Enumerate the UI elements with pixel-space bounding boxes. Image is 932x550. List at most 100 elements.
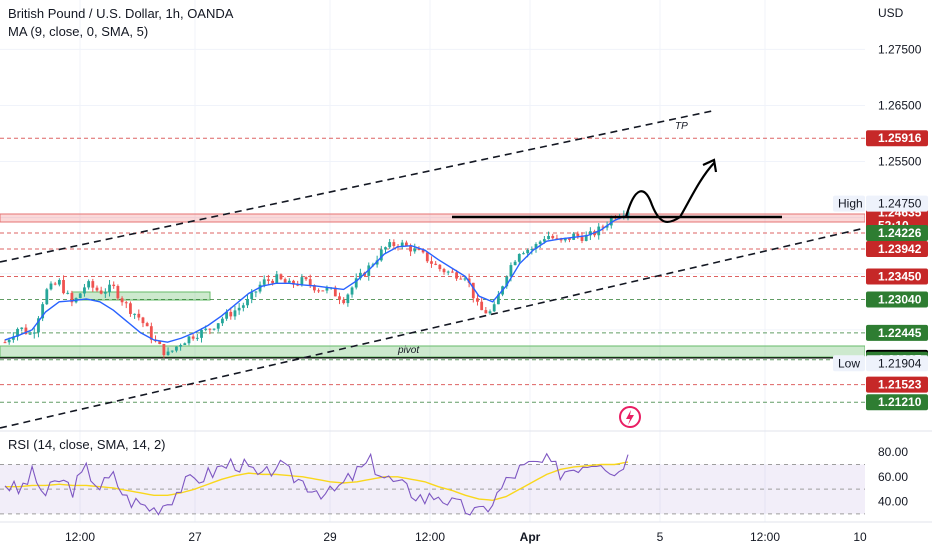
candle[interactable] bbox=[459, 275, 463, 280]
candle[interactable] bbox=[442, 267, 446, 275]
candle[interactable] bbox=[129, 301, 132, 317]
candle[interactable] bbox=[221, 316, 224, 326]
candle[interactable] bbox=[195, 334, 199, 341]
candle[interactable] bbox=[350, 286, 354, 298]
candle[interactable] bbox=[425, 252, 429, 264]
candle[interactable] bbox=[246, 294, 249, 309]
candle[interactable] bbox=[496, 290, 500, 305]
candle[interactable] bbox=[513, 259, 517, 266]
price-tag[interactable]: 1.23942 bbox=[866, 240, 928, 257]
tp-label[interactable]: TP bbox=[675, 121, 688, 132]
candle[interactable] bbox=[28, 331, 32, 335]
candle[interactable] bbox=[66, 290, 70, 295]
candle[interactable] bbox=[438, 264, 442, 272]
candle[interactable] bbox=[476, 293, 479, 306]
ma-indicator-legend[interactable]: MA (9, close, 0, SMA, 5) bbox=[8, 24, 149, 39]
candle[interactable] bbox=[296, 280, 300, 287]
low-marker[interactable]: Low 1.21904 bbox=[833, 355, 928, 372]
ma-line[interactable] bbox=[4, 214, 629, 343]
candle[interactable] bbox=[237, 302, 241, 315]
candle[interactable] bbox=[404, 240, 408, 246]
candle[interactable] bbox=[62, 275, 65, 295]
candle[interactable] bbox=[70, 290, 74, 307]
price-tag[interactable]: 1.23450 bbox=[866, 268, 928, 285]
projection-path[interactable] bbox=[624, 162, 715, 224]
rsi-sma-line[interactable] bbox=[5, 461, 629, 501]
candle[interactable] bbox=[49, 281, 53, 291]
candle[interactable] bbox=[170, 350, 174, 354]
candle[interactable] bbox=[267, 274, 270, 285]
candle[interactable] bbox=[112, 281, 116, 289]
alert-icon[interactable] bbox=[619, 406, 641, 428]
candle[interactable] bbox=[208, 328, 212, 335]
candle[interactable] bbox=[16, 327, 19, 341]
candle[interactable] bbox=[212, 328, 216, 331]
price-tag[interactable]: 1.24226 bbox=[866, 225, 928, 242]
candle[interactable] bbox=[279, 273, 283, 281]
candle[interactable] bbox=[20, 327, 24, 332]
candle[interactable] bbox=[99, 286, 103, 295]
price-tag[interactable]: 1.21210 bbox=[866, 394, 928, 411]
candle[interactable] bbox=[287, 278, 291, 283]
candle[interactable] bbox=[317, 288, 320, 294]
candle[interactable] bbox=[580, 232, 584, 244]
candle[interactable] bbox=[120, 296, 124, 306]
rsi-indicator-legend[interactable]: RSI (14, close, SMA, 14, 2) bbox=[8, 437, 166, 452]
candle[interactable] bbox=[446, 270, 450, 276]
candle[interactable] bbox=[233, 305, 237, 320]
candle[interactable] bbox=[538, 240, 542, 248]
candle[interactable] bbox=[162, 343, 166, 358]
channel-upper-trendline[interactable] bbox=[0, 110, 713, 263]
support-zone-box[interactable] bbox=[71, 291, 211, 301]
candle[interactable] bbox=[87, 279, 91, 290]
candle[interactable] bbox=[342, 297, 346, 305]
candle[interactable] bbox=[450, 269, 454, 273]
candle[interactable] bbox=[137, 309, 141, 321]
candle[interactable] bbox=[141, 316, 145, 328]
candle[interactable] bbox=[200, 328, 203, 343]
candle[interactable] bbox=[430, 256, 433, 268]
candle[interactable] bbox=[517, 253, 521, 264]
candle[interactable] bbox=[522, 251, 525, 255]
projection-arrow-icon[interactable] bbox=[702, 158, 718, 173]
candle[interactable] bbox=[145, 321, 149, 327]
candle[interactable] bbox=[338, 292, 341, 305]
candle[interactable] bbox=[254, 291, 258, 298]
candle[interactable] bbox=[379, 245, 383, 262]
candle[interactable] bbox=[183, 342, 187, 346]
candle[interactable] bbox=[78, 293, 82, 299]
candle[interactable] bbox=[480, 297, 484, 311]
candle[interactable] bbox=[191, 334, 195, 341]
pivot-label[interactable]: pivot bbox=[397, 345, 420, 356]
channel-lower-trendline[interactable] bbox=[0, 227, 866, 429]
price-tag[interactable]: 1.23040 bbox=[866, 291, 928, 308]
candle[interactable] bbox=[388, 239, 392, 249]
candle[interactable] bbox=[179, 343, 183, 351]
candle[interactable] bbox=[275, 270, 279, 284]
candle[interactable] bbox=[83, 283, 86, 297]
candle[interactable] bbox=[346, 293, 350, 307]
rsi-line[interactable] bbox=[4, 452, 629, 516]
pivot-zone[interactable] bbox=[0, 345, 866, 358]
price-tag[interactable]: 1.21523 bbox=[866, 376, 928, 393]
candle[interactable] bbox=[434, 261, 438, 266]
candle[interactable] bbox=[568, 237, 571, 243]
candle[interactable] bbox=[400, 239, 404, 250]
candle[interactable] bbox=[91, 278, 95, 292]
candle[interactable] bbox=[108, 279, 111, 297]
candle[interactable] bbox=[333, 285, 337, 297]
price-tag[interactable]: 1.22445 bbox=[866, 324, 928, 341]
candle[interactable] bbox=[484, 307, 488, 314]
candle[interactable] bbox=[492, 301, 496, 313]
candle[interactable] bbox=[216, 323, 220, 332]
candle[interactable] bbox=[304, 276, 308, 281]
candle[interactable] bbox=[116, 284, 120, 301]
candle[interactable] bbox=[175, 346, 178, 353]
candle[interactable] bbox=[53, 281, 57, 286]
candle[interactable] bbox=[283, 277, 287, 283]
candle[interactable] bbox=[576, 231, 580, 239]
candle[interactable] bbox=[37, 316, 40, 338]
candle[interactable] bbox=[551, 233, 555, 240]
candle[interactable] bbox=[471, 282, 475, 303]
